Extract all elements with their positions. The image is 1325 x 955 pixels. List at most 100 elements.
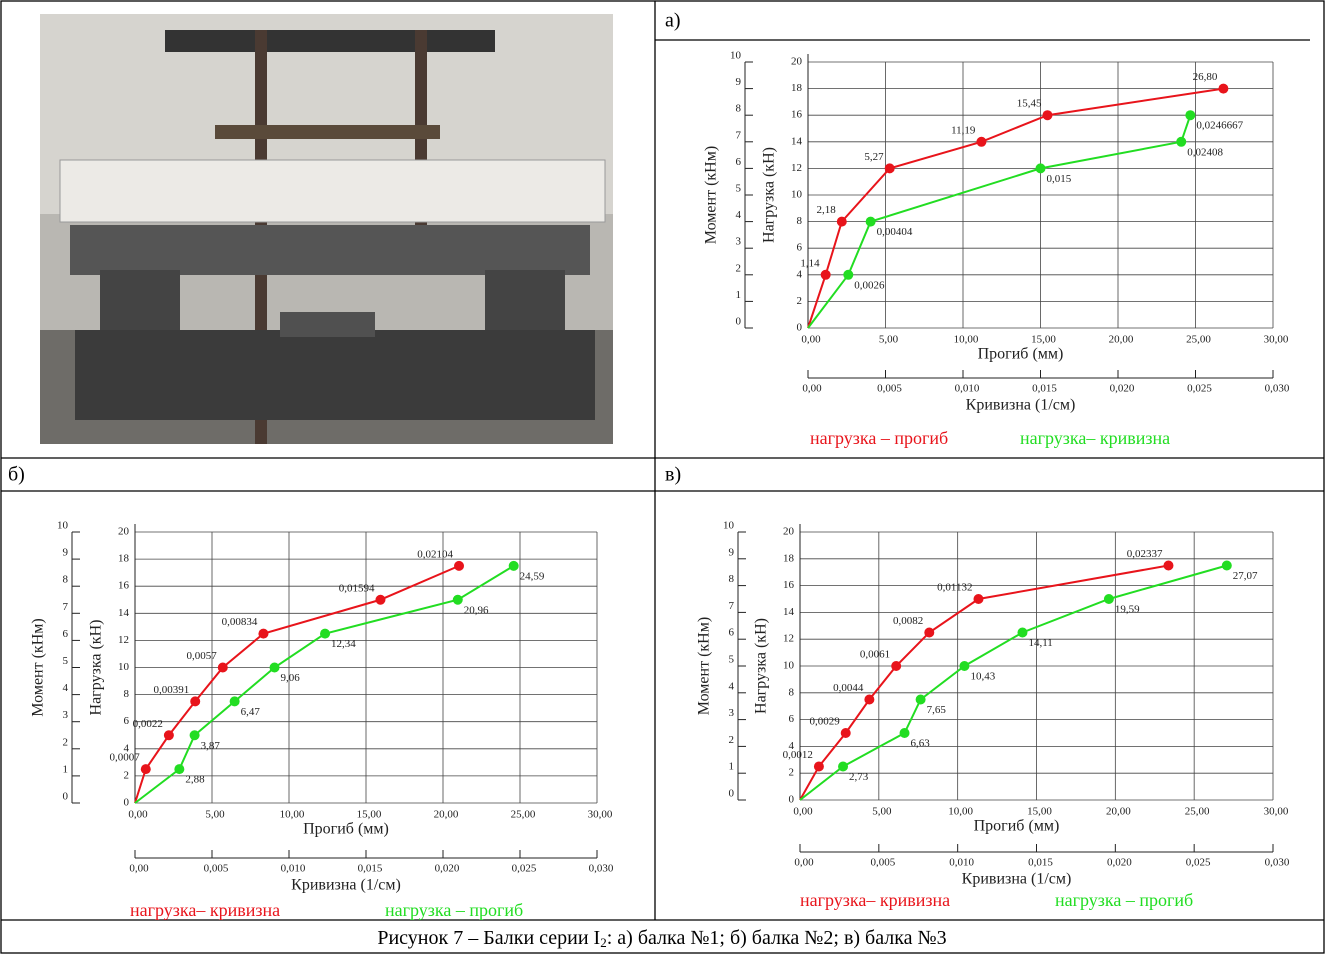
- x-tick-label: 5,00: [879, 334, 899, 346]
- data-point: [320, 628, 331, 639]
- y2-tick-label: 1: [63, 763, 69, 775]
- x2-tick-label: 0,015: [358, 863, 383, 875]
- x2-tick-label: 0,00: [794, 857, 814, 869]
- data-point: [959, 661, 970, 671]
- y2-axis-title: Момент (кНм): [703, 146, 720, 244]
- data-point: [924, 627, 935, 638]
- x2-tick-label: 0,010: [281, 863, 306, 875]
- data-label: 0,0029: [809, 716, 840, 728]
- y2-tick-label: 1: [729, 761, 735, 773]
- x-tick-label: 10,00: [280, 809, 305, 821]
- y2-tick-label: 4: [736, 209, 742, 221]
- y-tick-label: 10: [118, 661, 130, 673]
- y2-tick-label: 9: [63, 547, 69, 559]
- data-label: 0,00391: [153, 684, 189, 696]
- x-tick-label: 0,00: [793, 806, 813, 818]
- data-label: 12,34: [331, 638, 356, 650]
- y-tick-label: 2: [789, 767, 795, 779]
- x2-tick-label: 0,030: [1265, 857, 1290, 869]
- data-label: 0,0082: [893, 615, 923, 627]
- data-label: 1,14: [800, 257, 820, 269]
- x2-axis-title: Кривизна (1/см): [962, 871, 1072, 888]
- data-point: [1017, 627, 1028, 638]
- x-tick-label: 25,00: [511, 809, 536, 821]
- data-label: 0,02104: [417, 548, 453, 560]
- y-tick-label: 16: [791, 109, 803, 121]
- data-point: [454, 560, 465, 571]
- data-point: [973, 594, 984, 604]
- panel-label: а): [665, 10, 681, 32]
- data-label: 0,0007: [110, 752, 141, 764]
- x2-tick-label: 0,020: [1110, 383, 1135, 395]
- y-tick-label: 20: [118, 526, 130, 538]
- data-point: [865, 216, 876, 227]
- x-tick-label: 25,00: [1186, 334, 1211, 346]
- data-point: [840, 728, 851, 738]
- y2-tick-label: 5: [63, 655, 69, 667]
- data-label: 0,02337: [1127, 548, 1163, 560]
- y2-tick-label: 6: [736, 156, 742, 168]
- y-tick-label: 4: [124, 742, 130, 754]
- data-label: 9,06: [281, 672, 301, 684]
- data-label: 0,0246667: [1196, 120, 1243, 132]
- data-point: [217, 662, 228, 673]
- data-point: [508, 560, 519, 571]
- x2-axis-title: Кривизна (1/см): [291, 877, 401, 894]
- y-tick-label: 16: [118, 580, 130, 592]
- y2-tick-label: 6: [63, 628, 69, 640]
- caption-subscript: 2: [600, 935, 607, 950]
- data-point: [1185, 110, 1196, 121]
- panel-label: в): [665, 464, 681, 486]
- y-tick-label: 20: [783, 526, 795, 538]
- data-label: 6,47: [241, 706, 261, 718]
- y2-tick-label: 0: [63, 791, 69, 803]
- y-tick-label: 16: [783, 579, 795, 591]
- data-point: [174, 764, 185, 775]
- data-point: [864, 694, 875, 705]
- x2-tick-label: 0,00: [129, 863, 149, 875]
- y2-tick-label: 2: [63, 736, 69, 748]
- x2-tick-label: 0,025: [1187, 383, 1212, 395]
- y-tick-label: 4: [797, 268, 803, 280]
- x2-tick-label: 0,005: [204, 863, 229, 875]
- data-label: 0,0061: [860, 649, 890, 661]
- x-tick-label: 15,00: [357, 809, 382, 821]
- data-label: 0,02408: [1187, 146, 1223, 158]
- data-point: [1218, 83, 1229, 94]
- y2-tick-label: 3: [63, 709, 69, 721]
- y-tick-label: 18: [791, 82, 803, 94]
- data-label: 2,18: [817, 204, 837, 216]
- panel-label: б): [8, 464, 25, 486]
- data-label: 6,63: [911, 738, 931, 750]
- x2-tick-label: 0,020: [435, 863, 460, 875]
- data-label: 0,01594: [339, 582, 375, 594]
- y2-tick-label: 8: [63, 574, 69, 586]
- y-tick-label: 0: [124, 797, 130, 809]
- y2-tick-label: 8: [736, 103, 742, 115]
- x-tick-label: 0,00: [128, 809, 148, 821]
- data-label: 0,0057: [187, 650, 218, 662]
- x2-tick-label: 0,030: [1265, 383, 1290, 395]
- x-tick-label: 5,00: [205, 809, 225, 821]
- caption-text: Рисунок 7 – Балки серии I: [377, 927, 600, 949]
- y-tick-label: 6: [124, 715, 130, 727]
- data-point: [1042, 110, 1053, 121]
- series-line: [799, 564, 1169, 801]
- x-tick-label: 30,00: [1264, 806, 1289, 818]
- x2-axis-title: Кривизна (1/см): [966, 397, 1076, 414]
- data-label: 3,87: [201, 740, 221, 752]
- data-point: [452, 594, 463, 605]
- x-axis-title: Прогиб (мм): [303, 821, 389, 838]
- data-label: 26,80: [1193, 71, 1218, 83]
- data-point: [1176, 136, 1187, 147]
- y2-axis-title: Момент (кНм): [30, 618, 47, 716]
- y-tick-label: 6: [797, 242, 803, 254]
- data-label: 19,59: [1115, 604, 1140, 616]
- y2-tick-label: 10: [730, 50, 742, 62]
- y2-tick-label: 5: [736, 183, 742, 195]
- y2-tick-label: 2: [729, 734, 735, 746]
- data-point: [269, 662, 280, 673]
- y2-tick-label: 4: [729, 680, 735, 692]
